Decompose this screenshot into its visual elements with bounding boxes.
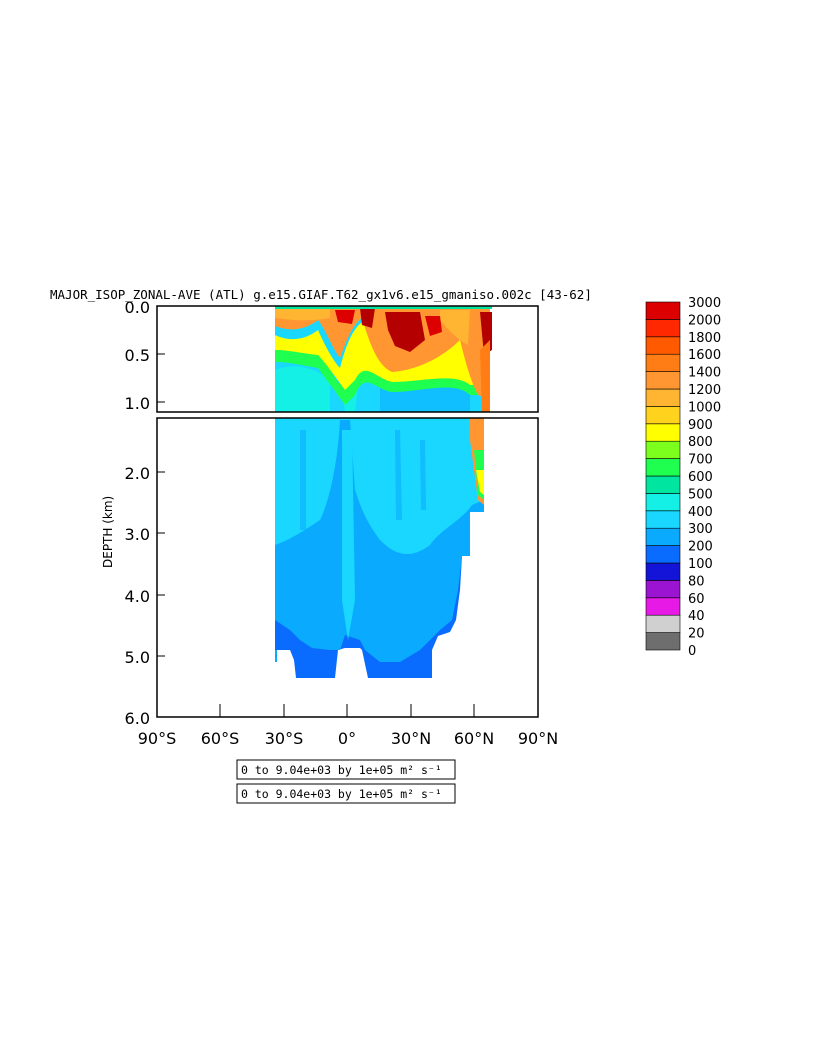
chart-title: MAJOR_ISOP_ZONAL-AVE (ATL) g.e15.GIAF.T6…: [50, 287, 592, 302]
colorbar-swatch: [645, 319, 681, 338]
colorbar-tick-label: 1600: [688, 348, 721, 363]
contour-info-text: 0 to 9.04e+03 by 1e+05 m² s⁻¹: [241, 787, 442, 801]
colorbar: 0 20 40 60 80 100 200 300 400 500 600 700 800 900 1000…: [645, 296, 721, 659]
y-tick-label: 6.0: [125, 709, 150, 728]
upper-panel-field: [275, 306, 492, 412]
colorbar-swatch: [645, 580, 681, 599]
colorbar-swatch: [645, 475, 681, 494]
colorbar-tick-label: 700: [688, 453, 713, 468]
y-tick-label: 5.0: [125, 648, 150, 667]
x-tick-label: 30°S: [265, 729, 304, 748]
colorbar-tick-label: 1200: [688, 383, 721, 398]
colorbar-swatch: [645, 562, 681, 581]
y-tick-label: 0.5: [125, 346, 150, 365]
contour-info-box-1: 0 to 9.04e+03 by 1e+05 m² s⁻¹: [236, 759, 456, 780]
colorbar-tick-label: 1000: [688, 400, 721, 415]
colorbar-tick-label: 900: [688, 418, 713, 433]
x-tick-label: 90°S: [138, 729, 177, 748]
colorbar-tick-label: 0: [688, 644, 696, 659]
lower-panel-field: [275, 418, 484, 678]
colorbar-tick-label: 100: [688, 557, 713, 572]
upper-panel-frame: [156, 305, 539, 413]
colorbar-swatch: [645, 458, 681, 477]
colorbar-tick-label: 60: [688, 592, 705, 607]
colorbar-swatch: [645, 510, 681, 529]
colorbar-tick-label: 300: [688, 522, 713, 537]
colorbar-swatch: [645, 440, 681, 459]
colorbar-swatch: [645, 371, 681, 390]
y-tick-label: 1.0: [125, 394, 150, 413]
colorbar-tick-label: 600: [688, 470, 713, 485]
colorbar-swatch: [645, 545, 681, 564]
colorbar-tick-label: 40: [688, 609, 705, 624]
x-axis: 90°S 60°S 30°S 0° 30°N 60°N 90°N: [138, 704, 558, 748]
x-tick-label: 0°: [338, 729, 356, 748]
colorbar-tick-label: 1400: [688, 366, 721, 381]
y-axis-label: DEPTH (km): [101, 496, 115, 568]
colorbar-swatch: [645, 493, 681, 512]
colorbar-swatch: [645, 527, 681, 546]
colorbar-tick-label: 20: [688, 627, 705, 642]
colorbar-swatch: [645, 336, 681, 355]
x-tick-label: 30°N: [391, 729, 431, 748]
colorbar-swatch: [645, 388, 681, 407]
y-tick-label: 0.0: [125, 298, 150, 317]
x-tick-label: 90°N: [518, 729, 558, 748]
colorbar-tick-label: 2000: [688, 313, 721, 328]
colorbar-swatch: [645, 406, 681, 425]
colorbar-swatch: [645, 614, 681, 633]
colorbar-swatch: [645, 353, 681, 372]
y-tick-label: 2.0: [125, 464, 150, 483]
y-tick-label: 4.0: [125, 587, 150, 606]
colorbar-swatch: [645, 423, 681, 442]
contour-info-box-2: 0 to 9.04e+03 by 1e+05 m² s⁻¹: [236, 783, 456, 804]
contour-info-text: 0 to 9.04e+03 by 1e+05 m² s⁻¹: [241, 763, 442, 777]
colorbar-swatch: [645, 632, 681, 651]
colorbar-tick-label: 1800: [688, 331, 721, 346]
colorbar-tick-label: 500: [688, 487, 713, 502]
x-tick-label: 60°S: [201, 729, 240, 748]
colorbar-tick-label: 800: [688, 435, 713, 450]
y-axis-lower: 2.0 3.0 4.0 5.0 6.0: [125, 464, 165, 728]
y-axis-upper: 0.0 0.5 1.0: [125, 298, 165, 413]
colorbar-tick-label: 200: [688, 540, 713, 555]
y-tick-label: 3.0: [125, 525, 150, 544]
colorbar-tick-label: 3000: [688, 296, 721, 311]
x-tick-label: 60°N: [454, 729, 494, 748]
colorbar-tick-label: 400: [688, 505, 713, 520]
colorbar-swatch: [645, 597, 681, 616]
colorbar-tick-label: 80: [688, 574, 705, 589]
colorbar-swatch: [645, 301, 681, 320]
